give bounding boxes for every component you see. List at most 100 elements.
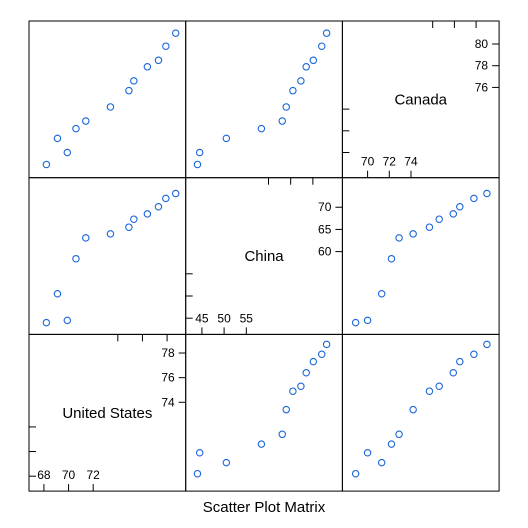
- point-2-1-3: [258, 125, 264, 131]
- point-1-0-3: [73, 256, 79, 262]
- point-2-1-6: [290, 87, 296, 93]
- point-1-2-6: [426, 224, 432, 230]
- diagonal-label-1: China: [244, 248, 284, 265]
- diag-tick-label-x-2-2: 74: [404, 155, 418, 169]
- diag-tick-label-y-0-0: 74: [161, 395, 175, 409]
- point-1-2-11: [484, 190, 490, 196]
- point-0-1-4: [279, 431, 285, 437]
- panels: United States 68 70 72 74 76 78 China 45 50 55 60 65…: [29, 21, 499, 491]
- point-0-2-10: [471, 351, 477, 357]
- point-0-1-10: [319, 351, 325, 357]
- diag-tick-label-y-2-2: 80: [475, 37, 489, 51]
- point-0-2-6: [426, 388, 432, 394]
- point-2-1-1: [223, 135, 229, 141]
- diagonal-label-2: Canada: [394, 91, 447, 108]
- point-1-0-1: [54, 291, 60, 297]
- diagonal-label-0: United States: [62, 405, 152, 422]
- diag-tick-label-y-0-1: 76: [161, 371, 175, 385]
- diag-tick-label-x-0-2: 72: [87, 468, 101, 482]
- diag-tick-label-y-2-1: 78: [475, 59, 489, 73]
- diag-tick-label-y-0-2: 78: [161, 346, 175, 360]
- point-0-1-1: [223, 459, 229, 465]
- point-1-0-0: [43, 319, 49, 325]
- panel-2-0: [29, 21, 186, 178]
- point-1-0-11: [173, 190, 179, 196]
- panel-1-0: [29, 178, 186, 335]
- diag-tick-label-x-2-0: 70: [361, 155, 375, 169]
- point-2-0-9: [155, 57, 161, 63]
- point-0-1-9: [310, 358, 316, 364]
- point-1-0-4: [83, 235, 89, 241]
- point-0-2-4: [396, 431, 402, 437]
- point-0-2-7: [436, 383, 442, 389]
- point-2-0-2: [64, 149, 70, 155]
- point-2-1-9: [310, 57, 316, 63]
- diag-tick-label-y-1-0: 60: [318, 245, 332, 259]
- diag-tick-label-x-0-0: 68: [37, 468, 51, 482]
- point-1-0-10: [163, 195, 169, 201]
- point-0-2-8: [450, 370, 456, 376]
- point-2-1-8: [303, 64, 309, 70]
- point-2-0-10: [163, 43, 169, 49]
- point-2-1-2: [196, 149, 202, 155]
- point-1-2-8: [450, 211, 456, 217]
- point-1-2-1: [378, 291, 384, 297]
- point-1-0-2: [64, 317, 70, 323]
- point-0-2-2: [364, 450, 370, 456]
- chart-title: Scatter Plot Matrix: [203, 499, 326, 516]
- point-0-1-3: [258, 441, 264, 447]
- point-0-1-5: [283, 406, 289, 412]
- diag-tick-label-y-1-1: 65: [318, 222, 332, 236]
- point-1-0-7: [131, 216, 137, 222]
- point-2-0-4: [83, 118, 89, 124]
- diag-tick-label-x-1-0: 45: [195, 311, 209, 325]
- point-2-1-7: [298, 78, 304, 84]
- point-2-1-11: [323, 30, 329, 36]
- point-0-2-3: [388, 441, 394, 447]
- point-1-2-4: [396, 235, 402, 241]
- point-1-2-10: [471, 195, 477, 201]
- point-1-0-5: [107, 231, 113, 237]
- point-0-1-2: [196, 450, 202, 456]
- point-2-0-5: [107, 104, 113, 110]
- point-2-0-8: [144, 64, 150, 70]
- point-0-2-9: [457, 358, 463, 364]
- diag-tick-label-y-2-0: 76: [475, 80, 489, 94]
- point-0-1-8: [303, 370, 309, 376]
- diag-tick-label-x-0-1: 70: [62, 468, 76, 482]
- point-0-2-11: [484, 341, 490, 347]
- diag-tick-label-y-1-2: 70: [318, 200, 332, 214]
- point-1-2-3: [388, 256, 394, 262]
- point-2-0-6: [126, 87, 132, 93]
- point-2-0-3: [73, 125, 79, 131]
- point-2-0-7: [131, 78, 137, 84]
- point-0-1-11: [323, 341, 329, 347]
- panel-0-2: [342, 334, 499, 491]
- point-1-0-9: [155, 204, 161, 210]
- diag-tick-label-x-2-1: 72: [383, 155, 397, 169]
- point-2-1-5: [283, 104, 289, 110]
- point-1-0-8: [144, 211, 150, 217]
- diag-tick-label-x-1-1: 50: [217, 311, 231, 325]
- point-1-2-2: [364, 317, 370, 323]
- point-2-0-0: [43, 161, 49, 167]
- point-0-1-6: [290, 388, 296, 394]
- point-1-2-9: [457, 204, 463, 210]
- point-2-1-4: [279, 118, 285, 124]
- point-1-2-0: [352, 319, 358, 325]
- panel-0-1: [186, 334, 343, 491]
- diag-tick-label-x-1-2: 55: [240, 311, 254, 325]
- point-1-2-7: [436, 216, 442, 222]
- point-0-1-0: [194, 471, 200, 477]
- point-2-0-11: [173, 30, 179, 36]
- point-2-0-1: [54, 135, 60, 141]
- point-2-1-0: [194, 161, 200, 167]
- point-0-2-0: [352, 471, 358, 477]
- point-1-0-6: [126, 224, 132, 230]
- point-2-1-10: [319, 43, 325, 49]
- point-0-2-1: [378, 459, 384, 465]
- point-0-1-7: [298, 383, 304, 389]
- point-1-2-5: [410, 231, 416, 237]
- point-0-2-5: [410, 406, 416, 412]
